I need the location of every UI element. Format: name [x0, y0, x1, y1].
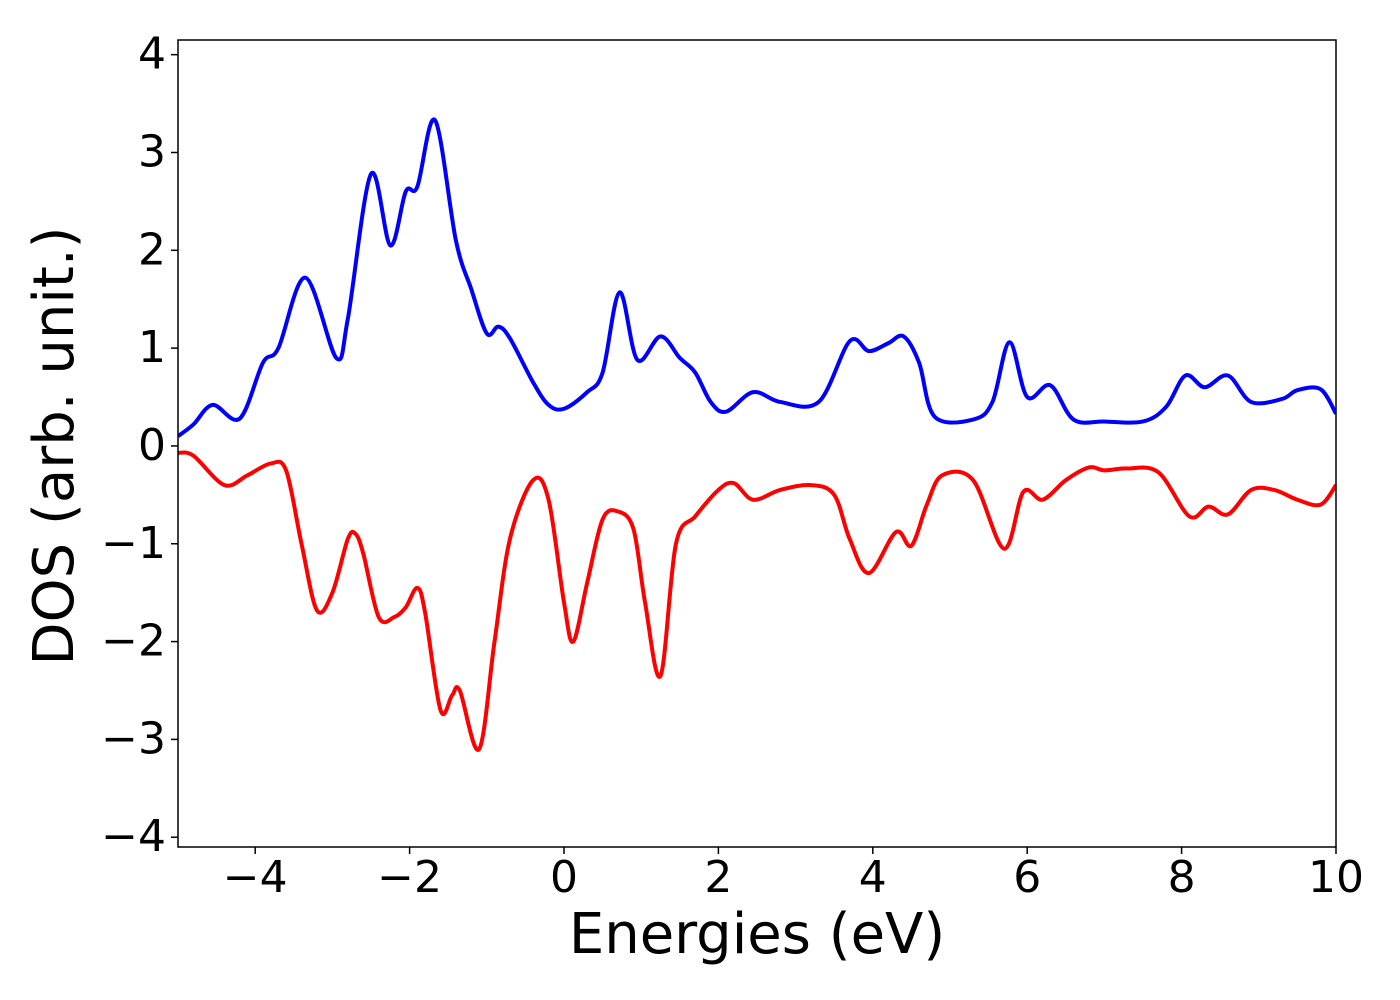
x-tick-label: 6 — [1013, 852, 1041, 903]
plot-frame — [177, 39, 1337, 848]
y-tick-label: −2 — [101, 616, 166, 667]
y-tick-label: 2 — [138, 224, 166, 275]
y-tick-label: −3 — [101, 713, 166, 764]
dos-line — [178, 450, 1336, 752]
y-axis-label: DOS (arb. unit.) — [22, 226, 87, 665]
y-tick-label: 1 — [138, 322, 166, 373]
x-axis-label: Energies (eV) — [569, 902, 945, 967]
x-tick-label: 8 — [1168, 852, 1196, 903]
y-tick-label: 3 — [138, 126, 166, 177]
x-tick-label: 0 — [550, 852, 578, 903]
y-tick-label: 4 — [138, 29, 166, 80]
y-tick-label: 0 — [138, 420, 166, 471]
x-tick-label: 10 — [1308, 852, 1364, 903]
x-tick-label: −2 — [377, 852, 442, 903]
x-tick-label: −4 — [223, 852, 288, 903]
x-tick-label: 2 — [704, 852, 732, 903]
y-tick-label: −1 — [101, 518, 166, 569]
dos-line — [178, 117, 1336, 438]
x-tick-label: 4 — [859, 852, 887, 903]
y-tick-label: −4 — [101, 811, 166, 862]
